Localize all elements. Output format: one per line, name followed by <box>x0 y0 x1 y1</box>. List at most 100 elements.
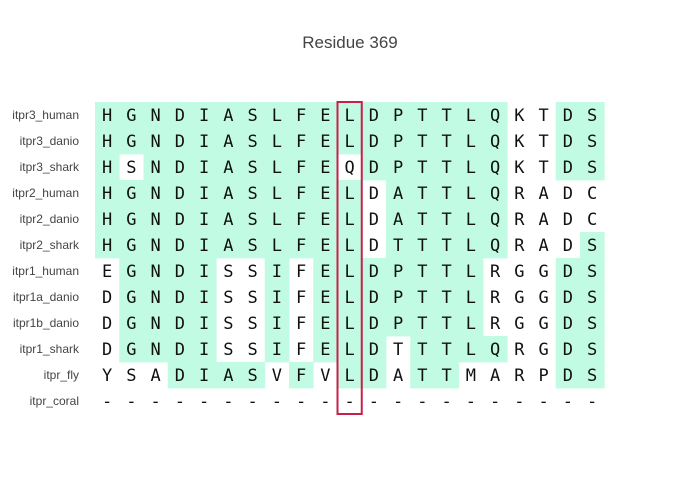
conserved-cell <box>313 284 338 311</box>
residue-letter: D <box>102 314 112 334</box>
residue-letter: S <box>587 314 597 334</box>
conserved-cell <box>167 232 193 259</box>
residue-letter: L <box>272 158 282 178</box>
conserved-cell <box>192 180 217 207</box>
conserved-cell <box>119 258 144 285</box>
residue-letter: S <box>248 288 258 308</box>
conserved-cell <box>143 310 169 337</box>
residue-letter: M <box>466 366 476 386</box>
conserved-cell <box>580 232 605 259</box>
residue-letter: P <box>393 314 403 334</box>
conserved-cell <box>410 154 435 181</box>
conserved-cell <box>143 284 169 311</box>
conserved-cell <box>580 102 605 129</box>
conserved-cell <box>361 258 387 285</box>
residue-letter: T <box>417 288 427 308</box>
row-label: itpr3_danio <box>20 134 80 148</box>
residue-letter: D <box>175 366 185 386</box>
residue-letter: S <box>126 158 136 178</box>
residue-letters: H G N D I A S L F E L D P T T L Q K T D SH G N D I A S L F E L D P T T L Q K T… <box>102 106 597 412</box>
residue-letter: S <box>223 314 233 334</box>
residue-letter: R <box>514 184 525 204</box>
residue-letter: - <box>151 392 161 412</box>
residue-letter: N <box>151 340 161 360</box>
residue-letter: Q <box>490 210 500 230</box>
residue-letter: L <box>345 184 355 204</box>
conserved-cell <box>313 232 338 259</box>
residue-letter: S <box>248 314 258 334</box>
residue-letter: - <box>587 392 597 412</box>
residue-letter: L <box>272 106 282 126</box>
conserved-cell <box>555 258 581 285</box>
conserved-cell <box>192 232 217 259</box>
conserved-cell <box>580 336 605 363</box>
conserved-cell <box>119 180 144 207</box>
residue-letter: I <box>199 314 209 334</box>
residue-letter: D <box>175 262 185 282</box>
residue-letter: A <box>151 366 161 386</box>
residue-letter: T <box>442 340 452 360</box>
conserved-cell <box>313 102 338 129</box>
conserved-cell <box>167 180 193 207</box>
residue-letter: H <box>102 106 112 126</box>
conserved-cell <box>458 232 484 259</box>
residue-letter: I <box>272 288 282 308</box>
conserved-cell <box>410 102 435 129</box>
conserved-cell <box>386 232 411 259</box>
conservation-cells <box>95 102 605 389</box>
residue-letter: L <box>345 210 355 230</box>
conserved-cell <box>434 232 460 259</box>
residue-letter: Q <box>490 184 500 204</box>
conserved-cell <box>167 102 193 129</box>
conserved-cell <box>458 128 484 155</box>
conserved-cell <box>555 336 581 363</box>
residue-letter: L <box>345 340 355 360</box>
residue-letter: P <box>393 106 403 126</box>
residue-letter: L <box>466 262 476 282</box>
residue-letter: F <box>296 106 306 126</box>
residue-letter: I <box>272 340 282 360</box>
conserved-cell <box>337 284 363 311</box>
conserved-cell <box>264 258 290 285</box>
residue-letter: R <box>514 366 525 386</box>
conserved-cell <box>313 180 338 207</box>
conserved-cell <box>483 232 508 259</box>
conserved-cell <box>458 154 484 181</box>
residue-letter: Q <box>490 340 500 360</box>
residue-letter: D <box>563 262 573 282</box>
residue-letter: D <box>102 288 112 308</box>
residue-letter: - <box>417 392 427 412</box>
residue-letter: H <box>102 236 112 256</box>
residue-letter: I <box>272 262 282 282</box>
conserved-cell <box>143 180 169 207</box>
conserved-cell <box>119 102 144 129</box>
residue-letter: D <box>563 184 573 204</box>
conserved-cell <box>458 206 484 233</box>
residue-letter: D <box>102 340 112 360</box>
residue-letter: D <box>175 236 185 256</box>
residue-letter: D <box>563 210 573 230</box>
conserved-cell <box>361 128 387 155</box>
residue-letter: S <box>587 340 597 360</box>
residue-letter: Q <box>490 158 500 178</box>
residue-letter: G <box>126 132 136 152</box>
residue-letter: L <box>345 288 355 308</box>
residue-letter: A <box>393 184 403 204</box>
residue-letter: S <box>248 132 258 152</box>
residue-letter: - <box>296 392 306 412</box>
residue-letter: E <box>320 158 330 178</box>
conserved-cell <box>410 310 435 337</box>
residue-letter: A <box>223 210 233 230</box>
residue-letter: I <box>272 314 282 334</box>
residue-letter: S <box>587 288 597 308</box>
residue-letter: G <box>126 184 136 204</box>
conserved-cell <box>410 336 435 363</box>
residue-letter: S <box>248 236 258 256</box>
row-label: itpr_fly <box>44 368 79 382</box>
residue-letter: D <box>369 262 379 282</box>
conserved-cell <box>434 154 460 181</box>
residue-letter: T <box>539 132 549 152</box>
residue-letter: T <box>442 132 452 152</box>
conserved-cell <box>192 258 217 285</box>
